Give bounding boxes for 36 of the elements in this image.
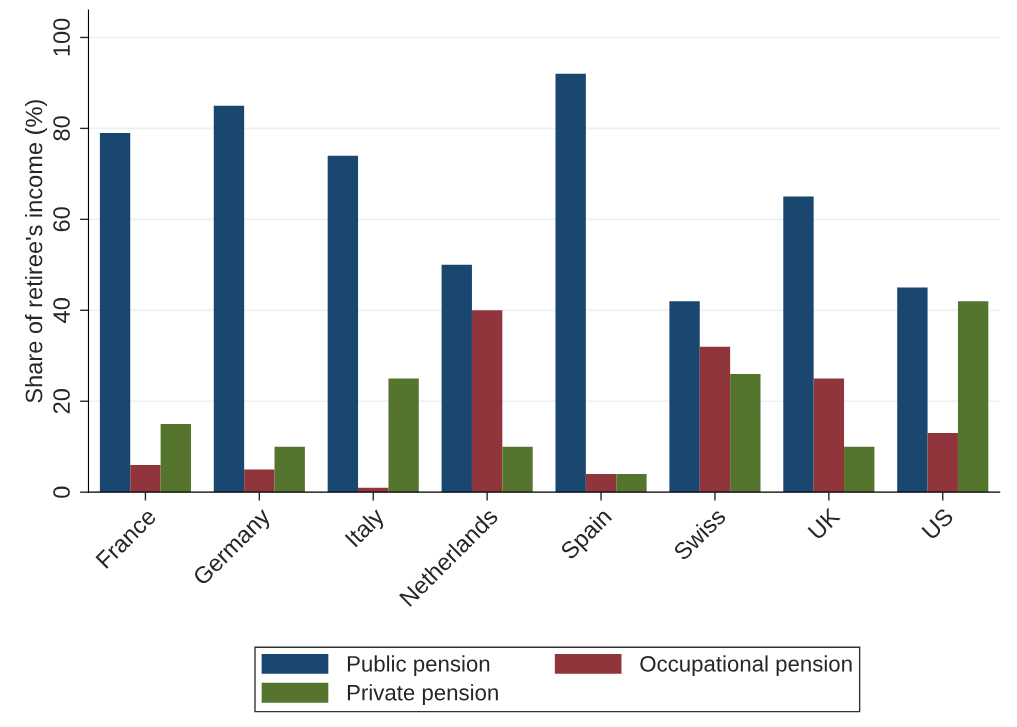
y-tick-label: 80 — [53, 116, 70, 141]
bar — [502, 446, 533, 493]
x-tick-label: Italy — [344, 506, 389, 551]
y-tick-label: 100 — [53, 18, 70, 56]
bar — [730, 373, 761, 493]
y-tick-label: 60 — [53, 207, 70, 232]
y-tick-label: 20 — [53, 389, 70, 414]
y-axis-title: Share of retiree's income (%) — [25, 100, 48, 403]
x-tick-label: UK — [807, 506, 841, 541]
bar — [471, 310, 503, 493]
bar — [130, 464, 161, 493]
x-tick-label: US — [921, 507, 955, 541]
bar — [213, 105, 245, 493]
bar — [585, 473, 617, 493]
y-tick-label: 0 — [53, 486, 70, 498]
bar — [897, 287, 928, 493]
bar — [699, 346, 731, 493]
legend-label: Public pension — [347, 655, 490, 677]
bar — [555, 73, 586, 493]
bar — [616, 473, 647, 493]
bar — [327, 155, 359, 493]
bar — [927, 433, 958, 493]
legend-label: Private pension — [347, 684, 498, 705]
bar — [813, 378, 845, 493]
bar — [844, 446, 875, 493]
bar — [244, 469, 275, 493]
bar — [160, 423, 191, 493]
bar — [388, 378, 419, 493]
bar — [783, 196, 814, 493]
bar — [99, 132, 131, 493]
bar — [274, 446, 305, 493]
bar — [957, 301, 989, 493]
bar — [669, 301, 700, 493]
bar — [441, 264, 472, 493]
y-tick-label: 40 — [53, 298, 70, 323]
legend-label: Occupational pension — [640, 655, 852, 677]
